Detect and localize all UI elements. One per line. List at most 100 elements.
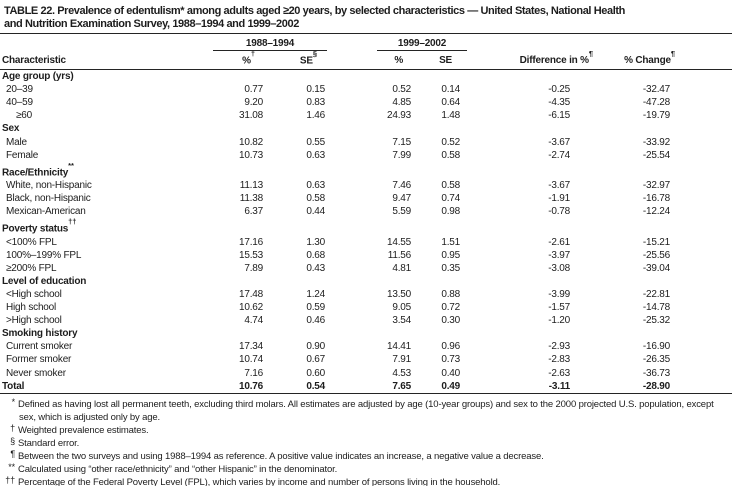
spacer-cell bbox=[670, 109, 732, 122]
section-header-row: Level of education bbox=[0, 275, 732, 288]
cell-value: 0.58 bbox=[441, 149, 461, 161]
cell-value: 0.77 bbox=[244, 84, 263, 96]
col-header-label: % bbox=[242, 55, 251, 66]
footnote: ** Calculated using “other race/ethnicity… bbox=[3, 461, 730, 476]
cell-value: 1.48 bbox=[441, 110, 461, 122]
section-header-label: Sex bbox=[2, 123, 20, 135]
cell-value: -12.24 bbox=[642, 206, 671, 218]
cell-value: 6.37 bbox=[244, 206, 263, 218]
cell-value: -1.91 bbox=[548, 193, 571, 205]
footnote-text: Between the two surveys and using 1988–1… bbox=[18, 450, 544, 462]
cell-value: 1.30 bbox=[306, 236, 326, 248]
spacer-cell bbox=[670, 135, 732, 148]
spacer-cell bbox=[670, 340, 732, 353]
footnote-marker: ** bbox=[8, 461, 15, 472]
row-label: 100%–199% FPL bbox=[6, 249, 82, 261]
cell-value: 14.55 bbox=[386, 236, 412, 248]
footnote-ref-dagger: † bbox=[250, 48, 255, 58]
footnotes-section: * Defined as having lost all permanent te… bbox=[3, 397, 730, 486]
col-header-label: SE bbox=[439, 55, 453, 66]
cell-value: -2.83 bbox=[548, 354, 571, 366]
table-row: ≥60 31.08 1.46 24.93 1.48 -6.15 -19.79 bbox=[0, 109, 732, 122]
cell-value: 10.62 bbox=[238, 302, 263, 314]
cell-value: -3.67 bbox=[548, 180, 571, 192]
table-row: Mexican-American 6.37 0.44 5.59 0.98 -0.78 -12… bbox=[0, 205, 732, 218]
cell-value: 0.49 bbox=[441, 380, 461, 392]
table-row: High school 10.62 0.59 9.05 0.72 -1.57 -14.78 bbox=[0, 301, 732, 314]
group-spacer bbox=[460, 34, 570, 52]
row-label: <100% FPL bbox=[6, 236, 57, 248]
spacer-cell bbox=[670, 367, 732, 380]
cell-value: -3.08 bbox=[548, 262, 571, 274]
cell-value: -1.57 bbox=[548, 302, 571, 314]
footnote-marker: ¶ bbox=[10, 448, 15, 459]
section-header-row: Smoking history bbox=[0, 327, 732, 340]
cell-value: -32.97 bbox=[642, 180, 671, 192]
cell-value: -3.97 bbox=[548, 249, 571, 261]
cell-value: -28.90 bbox=[642, 380, 671, 392]
footnote-marker: † bbox=[10, 422, 15, 433]
cell-value: -25.56 bbox=[642, 249, 671, 261]
cell-value: 4.53 bbox=[392, 367, 412, 379]
footnote: * Defined as having lost all permanent te… bbox=[3, 397, 730, 424]
cell-value: -22.81 bbox=[642, 289, 671, 301]
cell-value: -3.11 bbox=[548, 380, 571, 392]
cell-value: 0.52 bbox=[392, 84, 412, 96]
cell-value: 31.08 bbox=[238, 110, 263, 122]
cell-value: 10.82 bbox=[238, 136, 263, 148]
cell-value: -0.25 bbox=[548, 84, 571, 96]
group-spacer bbox=[0, 34, 212, 52]
column-header-row: Characteristic %† SE§ % SE Difference in… bbox=[0, 48, 732, 70]
section-header-label: Smoking history bbox=[2, 328, 78, 340]
table-row: 40–59 9.20 0.83 4.85 0.64 -4.35 -47.28 bbox=[0, 96, 732, 109]
cell-value: 13.50 bbox=[386, 289, 412, 301]
cell-value: 10.74 bbox=[238, 354, 263, 366]
cell-value: 17.48 bbox=[238, 289, 263, 301]
section-header-label: Age group (yrs) bbox=[2, 71, 74, 83]
spacer-cell bbox=[670, 262, 732, 275]
cell-value: 9.20 bbox=[244, 97, 263, 109]
spacer-cell bbox=[670, 301, 732, 314]
cell-value: 1.46 bbox=[306, 110, 326, 122]
cell-value: 10.73 bbox=[238, 149, 263, 161]
cell-value: 0.58 bbox=[441, 180, 461, 192]
footnote-ref: †† bbox=[68, 217, 77, 227]
cell-value: -2.63 bbox=[548, 367, 571, 379]
col-group-1988-1994: 1988–1994 bbox=[212, 34, 328, 51]
header-spacer bbox=[670, 51, 732, 70]
row-label: Former smoker bbox=[6, 354, 72, 366]
section-header-label: Race/Ethnicity** bbox=[2, 160, 74, 178]
cell-value: 0.63 bbox=[306, 149, 326, 161]
cell-value: 4.85 bbox=[392, 97, 412, 109]
table-title-line2: and Nutrition Examination Survey, 1988–1… bbox=[4, 18, 299, 30]
col-header-label: % bbox=[394, 55, 404, 66]
cell-value: 7.15 bbox=[392, 136, 412, 148]
cell-value: 0.64 bbox=[441, 97, 461, 109]
footnote-marker: § bbox=[10, 435, 15, 446]
footnote-text: Percentage of the Federal Poverty Level … bbox=[18, 476, 501, 486]
footnote-ref-pilcrow: ¶ bbox=[588, 48, 594, 58]
cell-value: 0.96 bbox=[441, 341, 461, 353]
table-row: Male 10.82 0.55 7.15 0.52 -3.67 -33.92 bbox=[0, 135, 732, 148]
row-label: <High school bbox=[6, 289, 62, 301]
cell-value: 4.81 bbox=[392, 262, 412, 274]
spacer-cell bbox=[670, 179, 732, 192]
cell-value: 0.88 bbox=[441, 289, 461, 301]
col-header-label: SE bbox=[299, 55, 313, 66]
row-label: Mexican-American bbox=[6, 206, 86, 218]
spacer-cell bbox=[670, 149, 732, 162]
cell-value: 0.59 bbox=[306, 302, 326, 314]
cell-value: 17.34 bbox=[238, 341, 263, 353]
cell-value: 17.16 bbox=[238, 236, 263, 248]
table-title-line1: TABLE 22. Prevalence of edentulism* amon… bbox=[4, 5, 625, 17]
table-row: >High school 4.74 0.46 3.54 0.30 -1.20 -25.32 bbox=[0, 314, 732, 327]
col-header-difference: Difference in %¶ bbox=[460, 49, 593, 70]
col-header-pct-change-wrap: % Change¶ bbox=[624, 49, 675, 66]
cell-value: 5.59 bbox=[392, 206, 412, 218]
col-header-pct-change: % Change¶ bbox=[570, 49, 675, 70]
cell-value: -4.35 bbox=[548, 97, 571, 109]
prevalence-table: 1988–1994 1999–2002 Characteristic %† SE… bbox=[0, 33, 732, 394]
footnote-marker: †† bbox=[5, 474, 15, 485]
cell-value: 3.54 bbox=[392, 315, 412, 327]
table-row: <100% FPL 17.16 1.30 14.55 1.51 -2.61 -15.21 bbox=[0, 236, 732, 249]
